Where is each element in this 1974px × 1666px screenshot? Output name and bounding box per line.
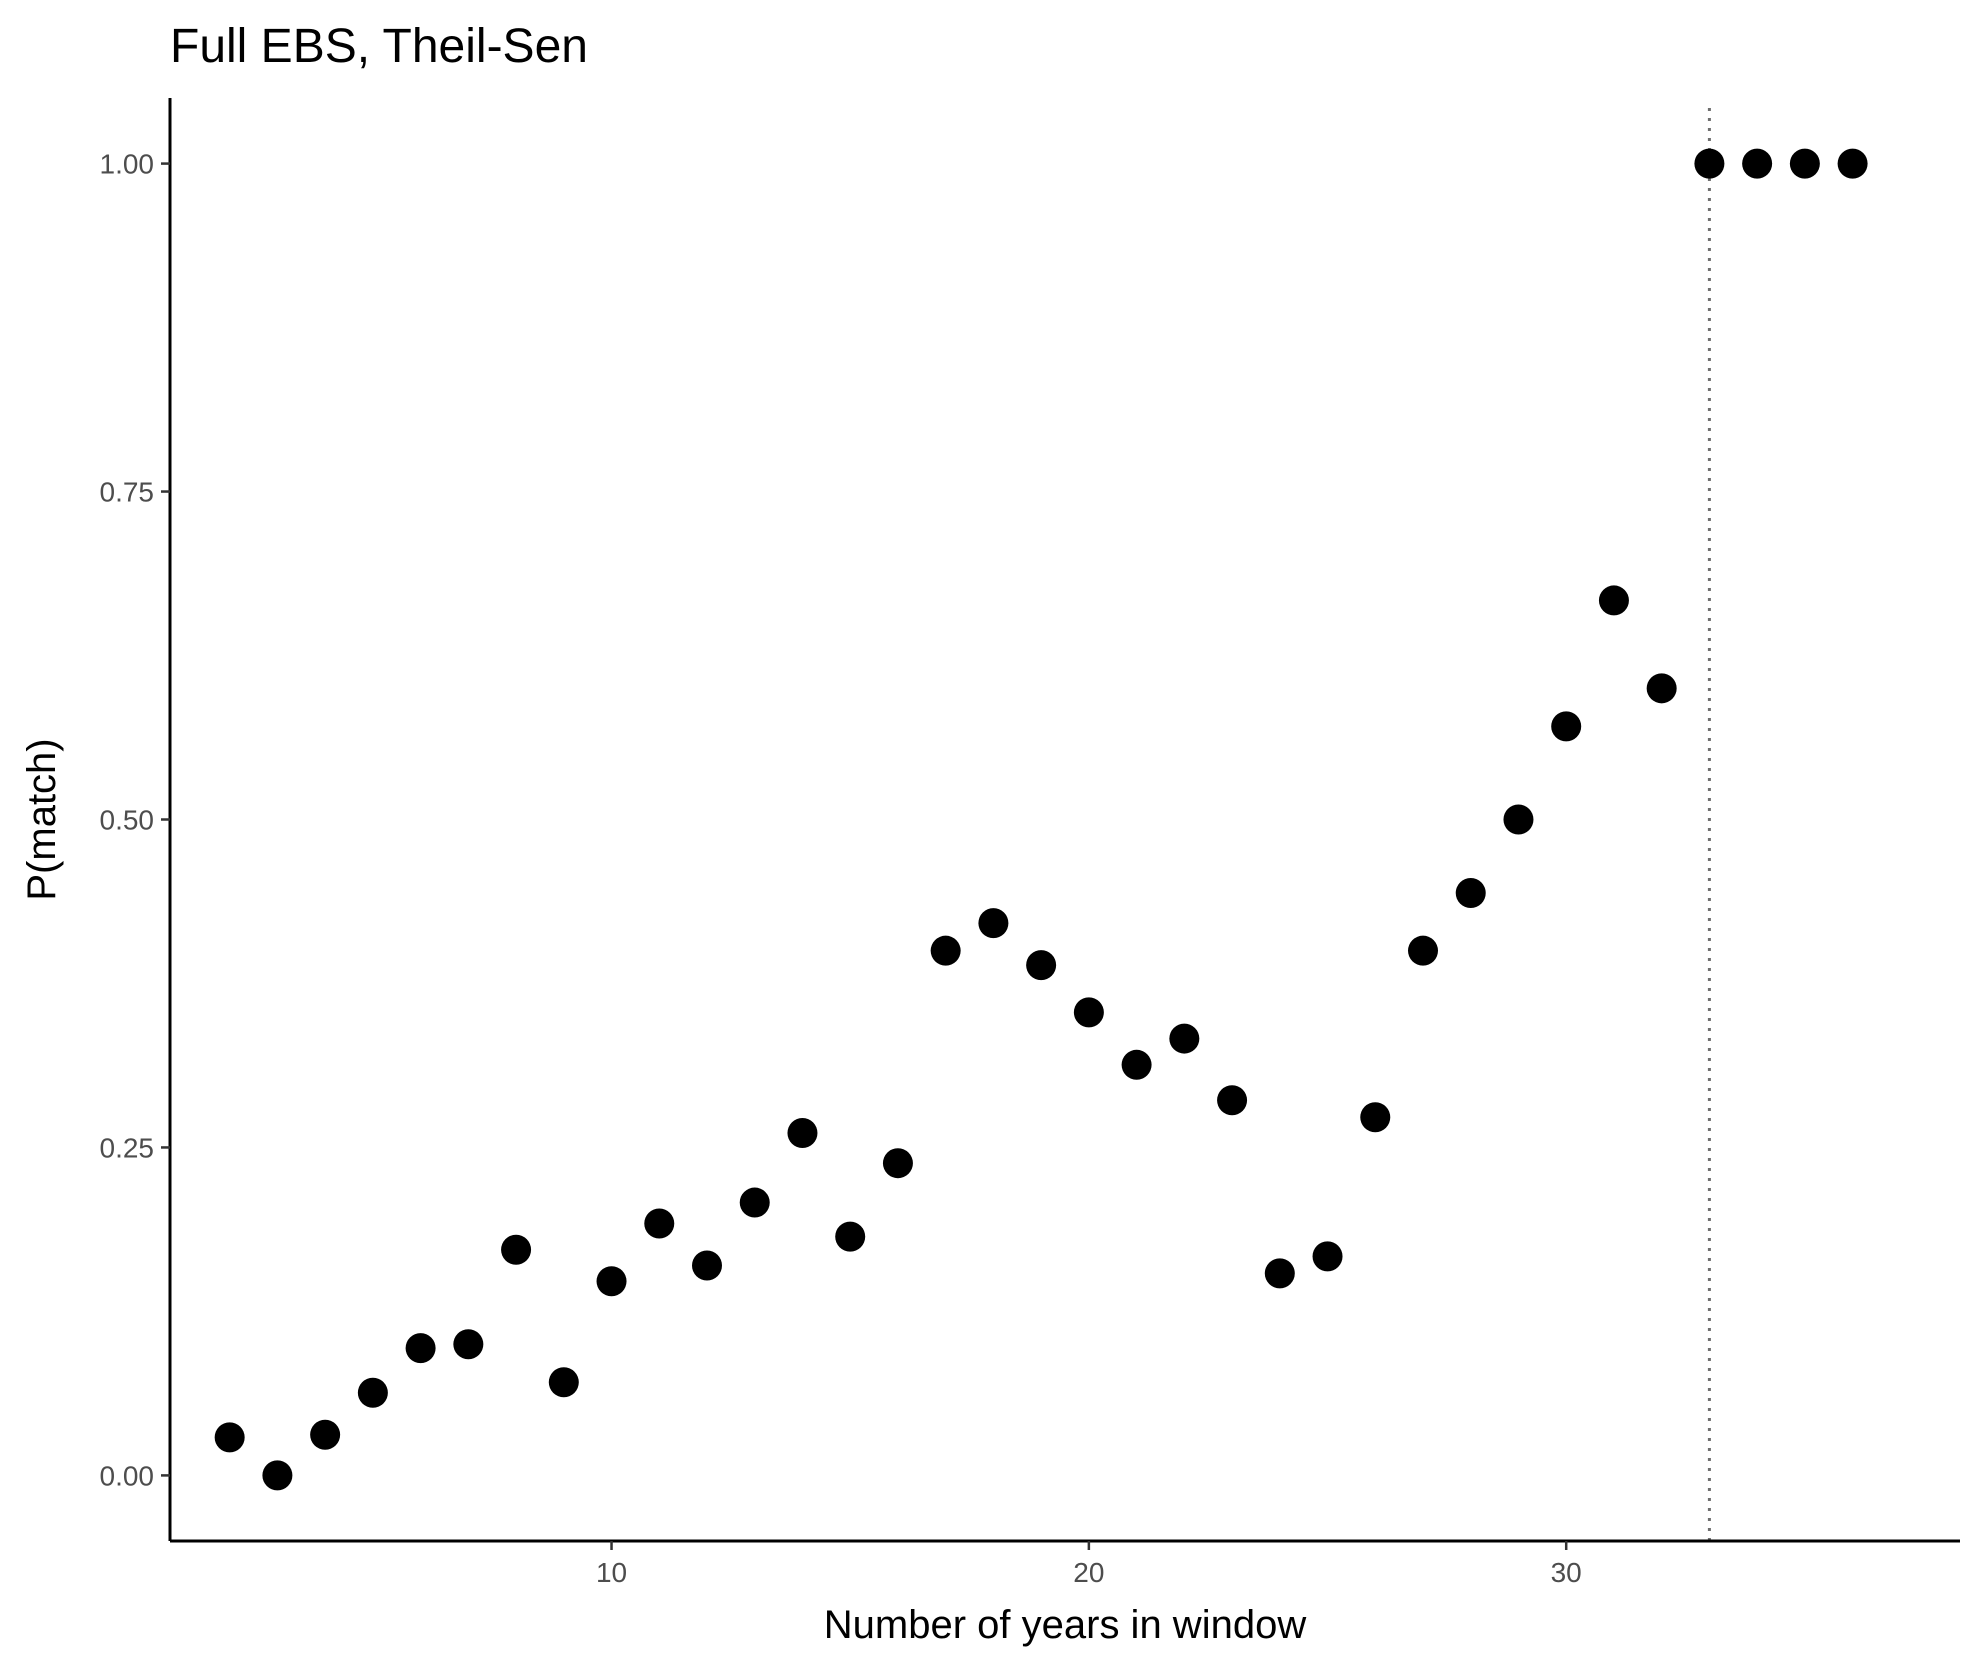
y-tick-label: 0.50 xyxy=(100,805,155,836)
data-point xyxy=(357,1377,388,1408)
data-point xyxy=(882,1148,913,1179)
data-point xyxy=(1312,1241,1343,1272)
x-tick-label: 30 xyxy=(1551,1557,1582,1588)
data-point xyxy=(453,1329,484,1360)
y-axis-ticks: 0.00 0.25 0.50 0.75 1.00 xyxy=(100,149,170,1491)
data-points xyxy=(214,148,1868,1491)
data-point xyxy=(1073,997,1104,1028)
data-point xyxy=(548,1367,579,1398)
data-point xyxy=(1551,711,1582,742)
data-point xyxy=(835,1221,866,1252)
x-axis-ticks: 10 20 30 xyxy=(596,1541,1582,1588)
chart-title: Full EBS, Theil-Sen xyxy=(170,20,588,73)
x-tick-label: 20 xyxy=(1073,1557,1104,1588)
data-point xyxy=(405,1333,436,1364)
y-tick-label: 0.00 xyxy=(100,1460,155,1491)
data-point xyxy=(1026,950,1057,981)
data-point xyxy=(930,935,961,966)
x-axis-title: Number of years in window xyxy=(824,1603,1307,1647)
data-point xyxy=(596,1266,627,1297)
data-point xyxy=(1217,1085,1248,1116)
data-point xyxy=(1503,804,1534,835)
y-tick-label: 0.75 xyxy=(100,477,155,508)
y-axis-title: P(match) xyxy=(20,738,64,900)
data-point xyxy=(1646,673,1677,704)
data-point xyxy=(1360,1102,1391,1133)
data-point xyxy=(787,1118,818,1149)
y-tick-label: 1.00 xyxy=(100,149,155,180)
data-point xyxy=(1837,148,1868,179)
data-point xyxy=(214,1422,245,1453)
x-tick-label: 10 xyxy=(596,1557,627,1588)
data-point xyxy=(739,1187,770,1218)
data-point xyxy=(1264,1258,1295,1289)
data-point xyxy=(1408,935,1438,966)
data-point xyxy=(1455,877,1486,908)
data-point xyxy=(1789,148,1820,179)
data-point xyxy=(1598,585,1629,616)
data-point xyxy=(1694,148,1725,179)
data-point xyxy=(1121,1049,1152,1080)
data-point xyxy=(310,1419,341,1450)
data-point xyxy=(1742,148,1773,179)
data-point xyxy=(978,908,1009,939)
data-point xyxy=(501,1234,532,1265)
data-point xyxy=(1169,1023,1200,1054)
data-point xyxy=(692,1250,722,1281)
data-point xyxy=(644,1208,675,1239)
data-point xyxy=(262,1460,293,1491)
y-tick-label: 0.25 xyxy=(100,1132,155,1163)
